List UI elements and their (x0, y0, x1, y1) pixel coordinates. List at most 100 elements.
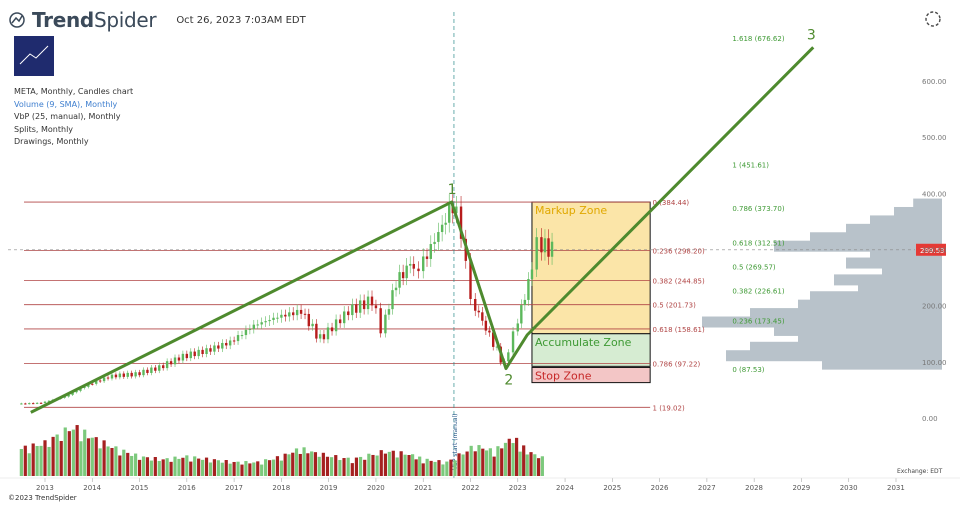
candle-body (161, 365, 165, 369)
volume-bar (418, 456, 422, 476)
volume-bar (425, 458, 429, 476)
volume-bar (267, 460, 272, 476)
volume-bar (177, 458, 181, 476)
candle-body (379, 308, 382, 334)
volume-bar (157, 460, 161, 476)
volume-bar (507, 438, 511, 476)
candle-body (106, 377, 110, 379)
volume-bar (395, 457, 399, 476)
x-tick-label: 2017 (225, 484, 243, 492)
candle-body (138, 372, 141, 376)
volume-bar (134, 453, 138, 476)
candle-body (530, 269, 534, 280)
x-tick-label: 2029 (792, 484, 810, 492)
volume-bar (118, 455, 122, 476)
zone-label: Accumulate Zone (535, 336, 632, 349)
candle-body (394, 287, 398, 291)
volume-bar (453, 460, 457, 476)
volume-bar (350, 463, 354, 476)
y-tick-label: 300.00 (922, 247, 947, 255)
candle-body (236, 335, 240, 342)
volume-profile-bar (846, 223, 942, 235)
candle-body (469, 260, 472, 299)
volume-bar (200, 459, 205, 476)
candle-body (102, 377, 106, 382)
candle-body (417, 268, 420, 272)
volume-bar (383, 453, 387, 476)
volume-profile-bar (798, 299, 942, 311)
retracement-label: 1 (19.02) (653, 404, 685, 412)
candle-body (228, 340, 232, 346)
candle-body (20, 403, 23, 405)
candle-body (455, 206, 458, 214)
candle-body (366, 296, 370, 310)
candle-body (35, 402, 39, 404)
vbp-indicator-line[interactable]: VbP (25, manual), Monthly (14, 112, 121, 121)
volume-bar (525, 454, 529, 476)
volume-bar (540, 456, 544, 476)
volume-bar (114, 446, 118, 476)
volume-bar (165, 458, 169, 476)
x-tick-label: 2030 (840, 484, 858, 492)
x-tick-label: 2027 (698, 484, 716, 492)
candle-body (181, 353, 185, 361)
y-tick-label: 600.00 (922, 78, 947, 86)
volume-bar (197, 458, 201, 476)
candle-body (252, 324, 256, 330)
candle-body (358, 300, 362, 313)
candle-body (527, 279, 530, 300)
candle-body (98, 380, 102, 382)
splits-line[interactable]: Splits, Monthly (14, 124, 74, 134)
brand-logo-box (14, 36, 54, 76)
volume-profile-bar (913, 198, 942, 210)
volume-profile-bar (870, 249, 942, 261)
volume-bar (110, 447, 114, 476)
candle-body (315, 323, 318, 339)
zone-box (531, 366, 651, 384)
volume-bar (71, 429, 75, 476)
volume-bar (27, 453, 31, 476)
volume-bar (256, 461, 260, 476)
volume-bar (122, 449, 126, 476)
volume-bar (291, 452, 295, 476)
volume-bar (414, 459, 418, 476)
candle-body (398, 272, 401, 288)
volume-bar (522, 445, 526, 476)
volume-bar (240, 464, 244, 476)
candle-body (516, 323, 519, 332)
candle-body (523, 299, 527, 306)
volume-bar (248, 463, 252, 476)
drawings-line[interactable]: Drawings, Monthly (14, 137, 89, 146)
wave-label: 2 (504, 373, 513, 389)
volume-bar (306, 453, 310, 476)
volume-bar (317, 456, 321, 476)
volume-profile-bar (774, 324, 942, 336)
volume-bar (260, 464, 264, 476)
candle-body (474, 298, 477, 311)
volume-bar (334, 455, 338, 476)
zone-box (531, 333, 651, 367)
wave-label: 3 (807, 27, 816, 43)
x-tick-label: 2026 (651, 484, 669, 492)
volume-bar (310, 451, 314, 476)
volume-bar (86, 438, 91, 476)
candle-body (146, 369, 149, 373)
brand-logo-icon (19, 45, 49, 65)
candle-body (303, 313, 307, 315)
volume-bar (102, 440, 106, 476)
candle-body (134, 372, 137, 377)
volume-bar (271, 459, 276, 476)
volume-bar (153, 457, 157, 476)
volume-bar (224, 460, 228, 476)
volume-bar (461, 454, 465, 476)
candle-body (256, 324, 259, 326)
x-tick-label: 2022 (462, 484, 480, 492)
volume-bar (429, 460, 433, 476)
volume-indicator-line[interactable]: Volume (9, SMA), Monthly (14, 99, 118, 109)
volume-bar (481, 448, 485, 476)
candle-body (347, 311, 350, 316)
candle-body (433, 241, 436, 245)
candle-body (355, 304, 358, 313)
volume-bar (367, 453, 371, 476)
